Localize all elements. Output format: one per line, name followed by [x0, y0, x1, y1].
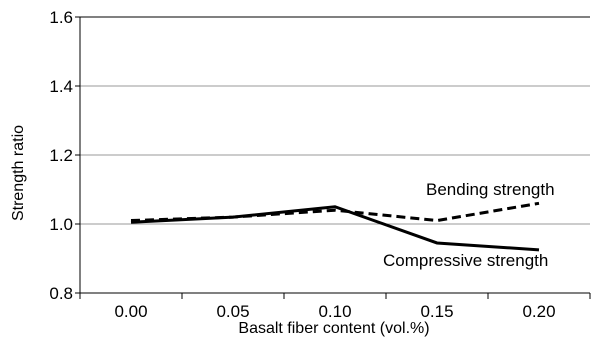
- y-tick-label: 1.0: [49, 215, 73, 234]
- y-tick-label: 1.4: [49, 77, 73, 96]
- y-tick-label: 1.6: [49, 8, 73, 27]
- y-tick-label: 1.2: [49, 146, 73, 165]
- x-tick-label: 0.20: [522, 302, 555, 321]
- x-tick-label: 0.10: [318, 302, 351, 321]
- series-line-bending-strength: [130, 201, 540, 223]
- x-tick-label: 0.15: [420, 302, 453, 321]
- series-line-compressive-strength: [130, 205, 540, 252]
- y-tick-labels: 0.8 1.0 1.2 1.4 1.6: [49, 8, 73, 303]
- annotation-compressive-strength: Compressive strength: [383, 251, 548, 270]
- axes: [75, 16, 591, 299]
- x-tick-label: 0.00: [114, 302, 147, 321]
- x-tick-label: 0.05: [216, 302, 249, 321]
- y-axis-title: Strength ratio: [10, 125, 27, 221]
- x-tick-labels: 0.00 0.05 0.10 0.15 0.20: [114, 302, 555, 321]
- y-tick-label: 0.8: [49, 284, 73, 303]
- gridlines: [80, 85, 590, 225]
- annotation-bending-strength: Bending strength: [426, 180, 555, 199]
- x-axis-title: Basalt fiber content (vol.%): [238, 320, 429, 337]
- series-lines: [130, 201, 540, 252]
